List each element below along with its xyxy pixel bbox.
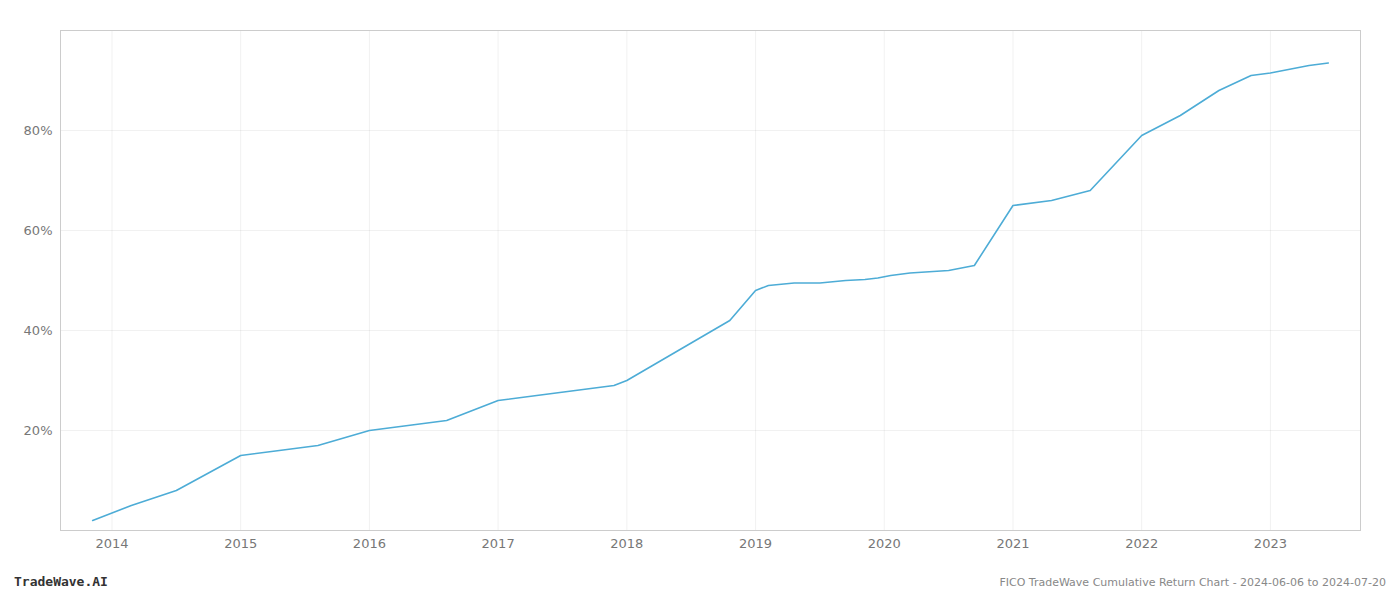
svg-text:2019: 2019: [739, 536, 772, 551]
svg-text:40%: 40%: [24, 323, 53, 338]
svg-text:80%: 80%: [24, 123, 53, 138]
svg-text:2015: 2015: [224, 536, 257, 551]
svg-text:2021: 2021: [996, 536, 1029, 551]
svg-text:2022: 2022: [1125, 536, 1158, 551]
html-text:TradeWave.AI: TradeWave.AI: [14, 574, 108, 589]
svg-text:2018: 2018: [610, 536, 643, 551]
svg-text:2014: 2014: [95, 536, 128, 551]
html-text:FICO TradeWave Cumulative Retu: FICO TradeWave Cumulative Return Chart -…: [999, 576, 1386, 589]
svg-text:2023: 2023: [1254, 536, 1287, 551]
svg-text:2016: 2016: [353, 536, 386, 551]
svg-text:2020: 2020: [868, 536, 901, 551]
svg-text:20%: 20%: [24, 423, 53, 438]
svg-text:2017: 2017: [482, 536, 515, 551]
svg-text:60%: 60%: [24, 223, 53, 238]
